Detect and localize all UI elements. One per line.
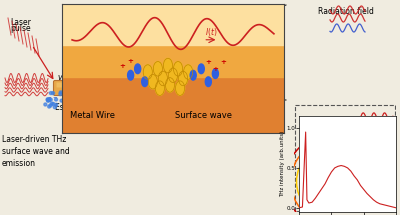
Circle shape — [168, 68, 178, 83]
Text: +: + — [120, 63, 126, 69]
Text: $R_0$: $R_0$ — [194, 29, 206, 41]
Text: $R_1$: $R_1$ — [216, 52, 228, 64]
FancyBboxPatch shape — [56, 83, 244, 88]
Circle shape — [52, 92, 54, 95]
Circle shape — [50, 102, 53, 105]
Circle shape — [153, 61, 162, 76]
Circle shape — [176, 81, 185, 95]
Text: y: y — [108, 12, 112, 21]
Circle shape — [108, 37, 112, 40]
Text: Surface wave: Surface wave — [175, 111, 232, 120]
Circle shape — [142, 77, 148, 87]
Text: $I(t_1)$: $I(t_1)$ — [170, 103, 184, 114]
Circle shape — [47, 99, 50, 102]
Circle shape — [49, 92, 52, 95]
Circle shape — [205, 77, 211, 87]
Text: $I(t_2)$: $I(t_2)$ — [230, 103, 246, 114]
Circle shape — [135, 64, 141, 74]
Circle shape — [49, 98, 52, 101]
Circle shape — [48, 105, 51, 108]
Circle shape — [166, 78, 174, 92]
Circle shape — [46, 98, 49, 101]
Circle shape — [60, 99, 63, 102]
Text: L: L — [193, 114, 197, 123]
Circle shape — [212, 69, 218, 78]
FancyBboxPatch shape — [295, 105, 395, 211]
Circle shape — [155, 81, 164, 95]
Text: Laser-driven THz
surface wave and
emission: Laser-driven THz surface wave and emissi… — [2, 135, 70, 168]
Text: +: + — [205, 59, 211, 65]
Text: $I(t)$: $I(t)$ — [205, 26, 218, 38]
Circle shape — [59, 93, 62, 96]
Text: $I(t_0)$: $I(t_0)$ — [106, 103, 120, 114]
Circle shape — [47, 98, 50, 101]
Text: $R_2$: $R_2$ — [272, 12, 283, 24]
Circle shape — [46, 98, 49, 101]
Text: $v$: $v$ — [57, 74, 63, 83]
Y-axis label: THz intensity (arb.units): THz intensity (arb.units) — [280, 131, 285, 197]
Circle shape — [178, 71, 188, 86]
Text: Laser: Laser — [10, 18, 31, 27]
Text: +: + — [212, 66, 218, 72]
FancyBboxPatch shape — [54, 80, 248, 95]
Text: Escaping electrons: Escaping electrons — [55, 103, 127, 112]
Text: Metal Wire: Metal Wire — [70, 111, 115, 120]
Circle shape — [174, 61, 182, 76]
Text: z: z — [126, 34, 130, 43]
Circle shape — [55, 103, 58, 106]
Text: $\theta$: $\theta$ — [70, 75, 76, 86]
Circle shape — [143, 65, 152, 79]
Circle shape — [49, 104, 52, 107]
Circle shape — [198, 64, 204, 74]
Text: Radiation field: Radiation field — [318, 7, 374, 16]
Circle shape — [148, 74, 157, 89]
Circle shape — [184, 65, 193, 79]
Text: +: + — [128, 58, 134, 64]
Text: $e^-$: $e^-$ — [46, 95, 58, 105]
Circle shape — [44, 103, 47, 106]
Text: pulse: pulse — [10, 24, 31, 33]
Circle shape — [52, 103, 55, 106]
Circle shape — [164, 58, 172, 73]
Circle shape — [59, 91, 62, 94]
Circle shape — [54, 98, 58, 101]
Circle shape — [158, 71, 168, 86]
Circle shape — [128, 71, 134, 80]
Circle shape — [190, 71, 196, 80]
Text: +: + — [220, 59, 226, 65]
Circle shape — [53, 106, 56, 109]
